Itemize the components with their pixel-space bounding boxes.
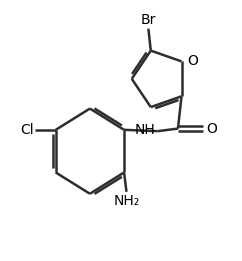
Text: Cl: Cl: [21, 123, 34, 137]
Text: Br: Br: [141, 13, 156, 27]
Text: O: O: [187, 54, 198, 68]
Text: NH₂: NH₂: [113, 194, 140, 208]
Text: O: O: [206, 122, 217, 135]
Text: NH: NH: [135, 123, 156, 137]
